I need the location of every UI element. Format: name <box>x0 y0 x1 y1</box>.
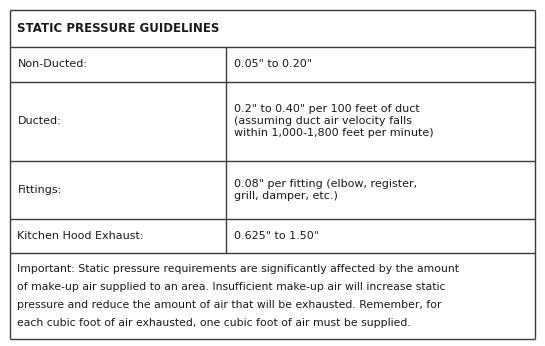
Text: (assuming duct air velocity falls: (assuming duct air velocity falls <box>234 116 412 126</box>
Text: 0.05" to 0.20": 0.05" to 0.20" <box>234 60 312 69</box>
Text: grill, damper, etc.): grill, damper, etc.) <box>234 191 338 201</box>
Text: Kitchen Hood Exhaust:: Kitchen Hood Exhaust: <box>17 231 144 241</box>
Text: 0.08" per fitting (elbow, register,: 0.08" per fitting (elbow, register, <box>234 179 417 189</box>
Text: of make-up air supplied to an area. Insufficient make-up air will increase stati: of make-up air supplied to an area. Insu… <box>17 282 446 292</box>
Text: STATIC PRESSURE GUIDELINES: STATIC PRESSURE GUIDELINES <box>17 22 220 35</box>
Text: Important: Static pressure requirements are significantly affected by the amount: Important: Static pressure requirements … <box>17 264 459 274</box>
Text: pressure and reduce the amount of air that will be exhausted. Remember, for: pressure and reduce the amount of air th… <box>17 300 442 310</box>
Text: Fittings:: Fittings: <box>17 185 62 195</box>
Text: each cubic foot of air exhausted, one cubic foot of air must be supplied.: each cubic foot of air exhausted, one cu… <box>17 318 411 328</box>
Text: Ducted:: Ducted: <box>17 116 61 126</box>
Text: Non-Ducted:: Non-Ducted: <box>17 60 87 69</box>
Text: 0.625" to 1.50": 0.625" to 1.50" <box>234 231 319 241</box>
Text: within 1,000-1,800 feet per minute): within 1,000-1,800 feet per minute) <box>234 128 433 138</box>
Text: 0.2" to 0.40" per 100 feet of duct: 0.2" to 0.40" per 100 feet of duct <box>234 104 420 114</box>
